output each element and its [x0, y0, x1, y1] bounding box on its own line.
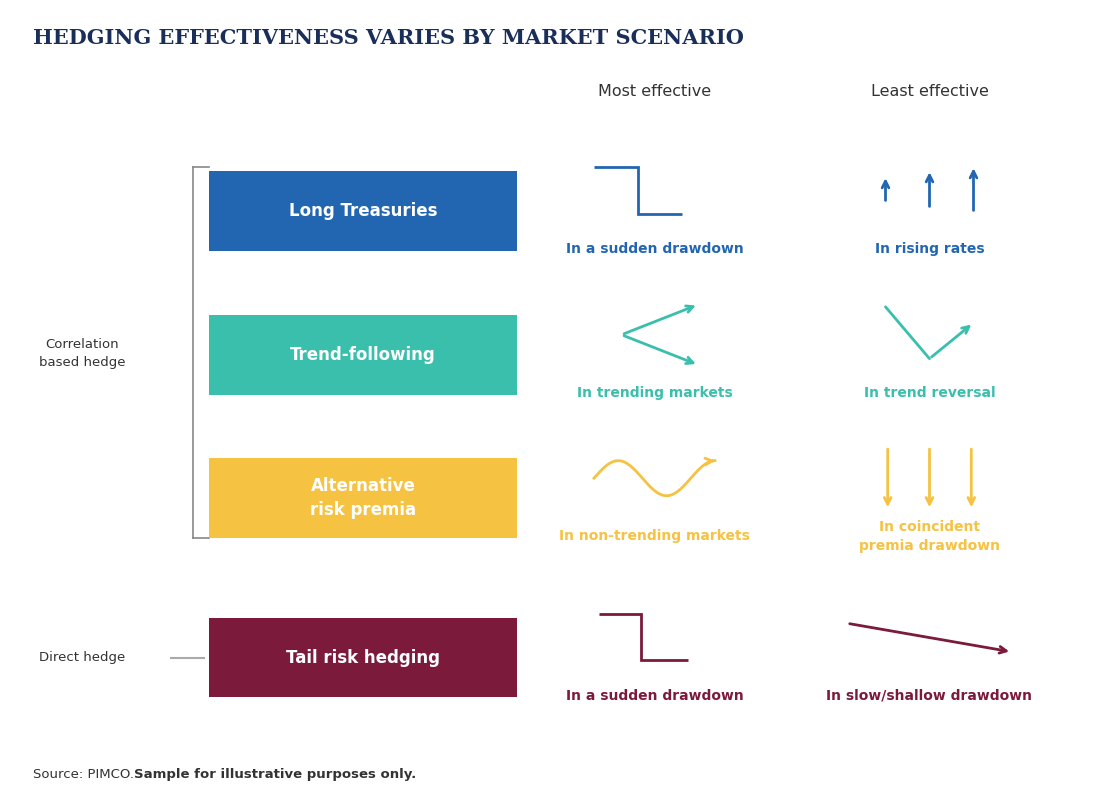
- Text: In trend reversal: In trend reversal: [864, 386, 996, 400]
- Text: HEDGING EFFECTIVENESS VARIES BY MARKET SCENARIO: HEDGING EFFECTIVENESS VARIES BY MARKET S…: [33, 28, 744, 48]
- Text: Sample for illustrative purposes only.: Sample for illustrative purposes only.: [134, 768, 417, 781]
- FancyBboxPatch shape: [209, 315, 517, 395]
- Text: In rising rates: In rising rates: [874, 242, 984, 257]
- Text: Most effective: Most effective: [598, 84, 711, 99]
- Text: Source: PIMCO.: Source: PIMCO.: [33, 768, 139, 781]
- Text: Trend-following: Trend-following: [290, 346, 436, 363]
- Text: Least effective: Least effective: [870, 84, 989, 99]
- Text: Correlation
based hedge: Correlation based hedge: [40, 338, 125, 368]
- Text: In trending markets: In trending markets: [576, 386, 733, 400]
- FancyBboxPatch shape: [209, 171, 517, 251]
- Text: Direct hedge: Direct hedge: [40, 651, 125, 664]
- Text: In coincident
premia drawdown: In coincident premia drawdown: [859, 520, 1000, 552]
- Text: Long Treasuries: Long Treasuries: [288, 202, 438, 220]
- Text: Tail risk hedging: Tail risk hedging: [286, 649, 440, 666]
- FancyBboxPatch shape: [209, 458, 517, 538]
- Text: Alternative
risk premia: Alternative risk premia: [310, 477, 416, 519]
- Text: In a sudden drawdown: In a sudden drawdown: [565, 689, 744, 703]
- Text: In non-trending markets: In non-trending markets: [559, 529, 750, 544]
- Text: In slow/shallow drawdown: In slow/shallow drawdown: [826, 689, 1033, 703]
- Text: In a sudden drawdown: In a sudden drawdown: [565, 242, 744, 257]
- FancyBboxPatch shape: [209, 618, 517, 697]
